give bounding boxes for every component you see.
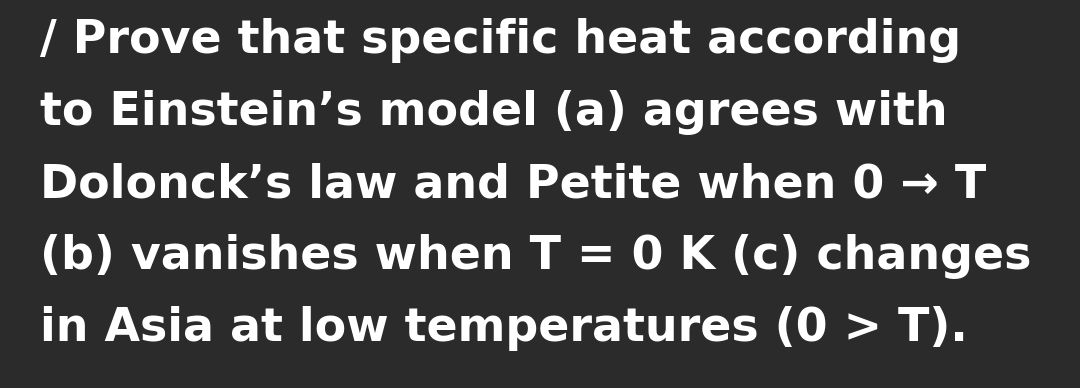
Text: Dolonck’s law and Petite when 0 → T: Dolonck’s law and Petite when 0 → T (40, 162, 986, 207)
Text: (b) vanishes when T = 0 K (c) changes: (b) vanishes when T = 0 K (c) changes (40, 234, 1031, 279)
Text: / Prove that specific heat according: / Prove that specific heat according (40, 18, 961, 63)
Text: in Asia at low temperatures (0 > T).: in Asia at low temperatures (0 > T). (40, 306, 968, 351)
Text: to Einstein’s model (a) agrees with: to Einstein’s model (a) agrees with (40, 90, 947, 135)
